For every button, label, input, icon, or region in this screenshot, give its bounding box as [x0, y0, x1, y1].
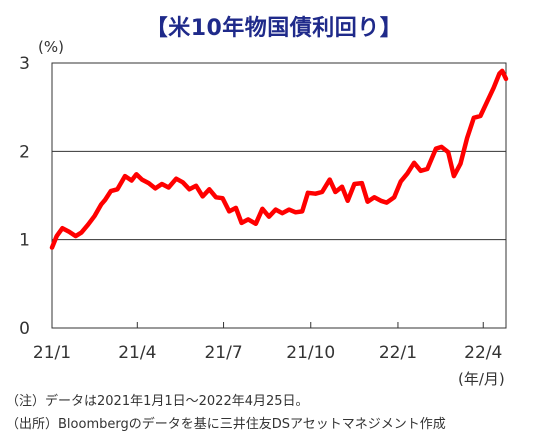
plot-frame: [51, 62, 507, 329]
series-line-0: [49, 68, 509, 250]
yield-line-chart: 0 1 2 3 21/1 21/4 21/7 21/10 22/1 22/4: [19, 54, 509, 363]
y-axis-unit: (%): [38, 38, 64, 56]
footnote-source: （出所）Bloombergのデータを基に三井住友DSアセットマネジメント作成: [6, 417, 446, 432]
x-tick-label-21/4: 21/4: [118, 343, 156, 363]
y-tick-label-2: 2: [19, 142, 30, 162]
y-tick-label-0: 0: [19, 319, 30, 339]
x-tick-label-22/4: 22/4: [464, 343, 502, 363]
footnote-data-period: （注）データは2021年1月1日～2022年4月25日。: [6, 394, 309, 409]
y-tick-label-3: 3: [19, 54, 30, 74]
y-tick-label-1: 1: [19, 231, 30, 251]
x-tick-label-22/1: 22/1: [379, 343, 417, 363]
x-axis-unit: (年/月): [458, 370, 505, 388]
chart-title: 【米10年物国債利回り】: [145, 16, 403, 41]
x-tick-label-21/10: 21/10: [286, 343, 335, 363]
x-tick-label-21/1: 21/1: [33, 343, 71, 363]
x-tick-label-21/7: 21/7: [204, 343, 242, 363]
